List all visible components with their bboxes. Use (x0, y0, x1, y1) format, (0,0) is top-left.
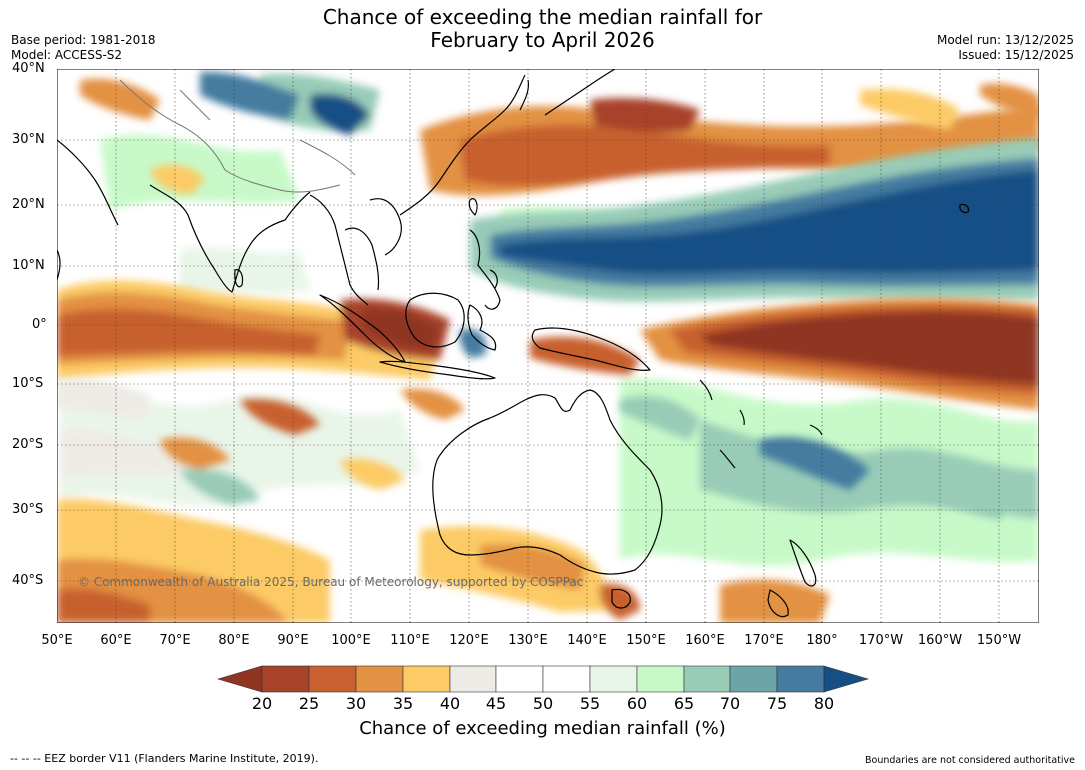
china-coast (399, 74, 526, 216)
lat-label: 30°S (12, 502, 44, 517)
country-borders (119, 79, 356, 193)
philippines (469, 229, 501, 310)
legend-tick: 30 (345, 694, 367, 713)
lat-label: 0° (32, 317, 47, 332)
sri-lanka (234, 269, 244, 288)
sulawesi (467, 304, 497, 351)
north-bands (200, 71, 1039, 196)
legend-tick: 35 (392, 694, 414, 713)
legend-title: Chance of exceeding median rainfall (%) (359, 718, 726, 739)
coastlines (57, 69, 970, 618)
lon-label: 180° (806, 633, 838, 648)
lat-label: 20°N (12, 197, 45, 212)
hawaii (959, 203, 970, 214)
lon-label: 120°E (449, 633, 489, 648)
australia (432, 389, 663, 575)
lon-label: 100°E (331, 633, 371, 648)
footer-eez-note: -- -- -- EEZ border V11 (Flanders Marine… (10, 752, 319, 765)
equatorial-dry-band (640, 298, 1039, 410)
lat-label: 10°S (12, 376, 44, 391)
lon-label: 110°E (390, 633, 430, 648)
meta-left: Base period: 1981-2018 Model: ACCESS-S2 (11, 33, 156, 63)
pacific-islands (699, 379, 823, 469)
title-line-2: February to April 2026 (430, 28, 655, 52)
korea-japan (519, 69, 616, 116)
taiwan (468, 198, 478, 216)
lon-label: 170°W (858, 633, 904, 648)
issued-date: Issued: 15/12/2025 (958, 48, 1074, 62)
lon-label: 50°E (41, 633, 73, 648)
lat-label: 40°N (12, 61, 45, 76)
footer-boundaries-note: Boundaries are not considered authoritat… (865, 755, 1075, 766)
lon-label: 70°E (159, 633, 191, 648)
legend-arrow-high (823, 665, 870, 693)
lon-label: 90°E (277, 633, 309, 648)
arabia-coast (57, 139, 119, 281)
base-period: Base period: 1981-2018 (11, 33, 156, 47)
lon-label: 80°E (218, 633, 250, 648)
lon-label: 160°W (917, 633, 963, 648)
meta-right: Model run: 13/12/2025 Issued: 15/12/2025 (937, 33, 1074, 63)
legend-tick: 55 (579, 694, 601, 713)
lon-label: 150°W (976, 633, 1022, 648)
indochina-coast (309, 194, 402, 306)
java (379, 360, 496, 380)
legend-colorbar (216, 665, 870, 693)
new-guinea (531, 327, 651, 371)
lon-label: 60°E (100, 633, 132, 648)
north-pacific-wet-band (470, 138, 1039, 302)
legend-tick: 40 (439, 694, 461, 713)
lon-label: 150°E (626, 633, 666, 648)
indian-ocean-dry-band (57, 280, 640, 380)
legend-tick: 75 (766, 694, 788, 713)
map-field (57, 69, 1039, 623)
legend-tick: 50 (532, 694, 554, 713)
lat-label: 10°N (12, 258, 45, 273)
legend-tick: 45 (485, 694, 507, 713)
copyright-credit: © Commonwealth of Australia 2025, Bureau… (78, 575, 584, 589)
graticule (57, 69, 1039, 623)
legend-tick: 60 (626, 694, 648, 713)
legend-tick: 70 (719, 694, 741, 713)
model-name: Model: ACCESS-S2 (11, 48, 123, 62)
legend-arrow-low (216, 665, 263, 693)
india-coast (149, 184, 311, 293)
legend-tick: 20 (251, 694, 273, 713)
legend-tick: 25 (298, 694, 320, 713)
title-line-1: Chance of exceeding the median rainfall … (322, 5, 763, 29)
lon-label: 160°E (685, 633, 725, 648)
lat-label: 20°S (12, 437, 44, 452)
borneo (405, 292, 465, 348)
new-zealand (767, 539, 817, 618)
lon-label: 130°E (508, 633, 548, 648)
lat-label: 30°N (12, 132, 45, 147)
legend-tick: 80 (813, 694, 835, 713)
tasmania (611, 588, 631, 609)
lon-label: 170°E (744, 633, 784, 648)
lat-label: 40°S (12, 573, 44, 588)
legend-tick: 65 (673, 694, 695, 713)
southern-patches (57, 78, 1039, 623)
model-run: Model run: 13/12/2025 (936, 33, 1074, 47)
lon-label: 140°E (567, 633, 607, 648)
